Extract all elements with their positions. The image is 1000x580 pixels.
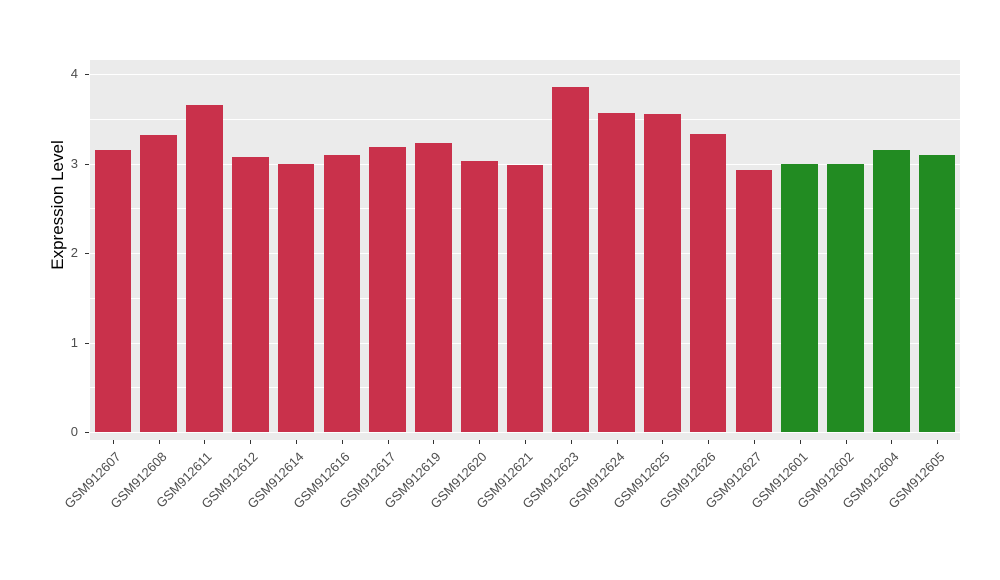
major-gridline: [90, 163, 960, 165]
y-tick-label: 3: [70, 155, 78, 171]
bar-GSM912627: [735, 169, 773, 432]
x-tick-mark: [250, 440, 252, 444]
x-tick-mark: [296, 440, 298, 444]
x-tick-mark: [891, 440, 893, 444]
y-tick-mark: [85, 432, 89, 433]
bar-GSM912602: [827, 163, 864, 432]
y-tick-label: 1: [70, 334, 78, 350]
x-tick-mark: [570, 440, 572, 444]
x-tick-mark: [662, 440, 664, 444]
x-tick-mark: [845, 440, 847, 444]
bar-GSM912621: [506, 165, 544, 432]
x-tick-mark: [433, 440, 435, 444]
bar-GSM912626: [689, 133, 727, 432]
y-tick-label: 0: [70, 424, 78, 439]
bar-GSM912625: [644, 114, 681, 432]
y-tick-label: 2: [70, 245, 78, 260]
bar-GSM912623: [552, 87, 590, 432]
bar-GSM912624: [598, 113, 635, 432]
bar-GSM912612: [231, 157, 269, 432]
minor-gridline: [90, 118, 960, 120]
y-tick-mark: [85, 253, 89, 254]
x-tick-mark: [708, 440, 710, 444]
bar-GSM912604: [873, 150, 910, 432]
plot-panel: [90, 60, 960, 440]
x-tick-mark: [341, 440, 343, 444]
x-tick-mark: [387, 440, 389, 444]
y-tick-mark: [85, 163, 89, 165]
major-gridline: [90, 74, 960, 76]
x-tick-mark: [479, 440, 481, 444]
bar-GSM912616: [323, 155, 361, 432]
x-tick-mark: [525, 440, 526, 444]
y-tick-label: 4: [70, 66, 78, 81]
x-tick-mark: [158, 440, 160, 444]
bar-GSM912619: [415, 142, 452, 432]
x-tick-mark: [753, 440, 755, 444]
x-tick-mark: [112, 440, 114, 444]
x-tick-mark: [799, 440, 801, 444]
bar-GSM912620: [460, 160, 498, 432]
x-tick-mark: [616, 440, 618, 444]
bar-GSM912611: [186, 105, 223, 432]
bar-GSM912608: [140, 134, 177, 432]
x-tick-mark: [937, 440, 939, 444]
major-gridline: [90, 432, 960, 434]
y-tick-mark: [85, 74, 89, 75]
bar-GSM912601: [781, 164, 819, 432]
bar-GSM912607: [94, 150, 132, 432]
bar-GSM912605: [918, 154, 956, 432]
y-tick-mark: [85, 342, 89, 344]
bar-GSM912614: [277, 163, 315, 432]
x-tick-mark: [204, 440, 206, 444]
bar-GSM912617: [369, 147, 406, 432]
